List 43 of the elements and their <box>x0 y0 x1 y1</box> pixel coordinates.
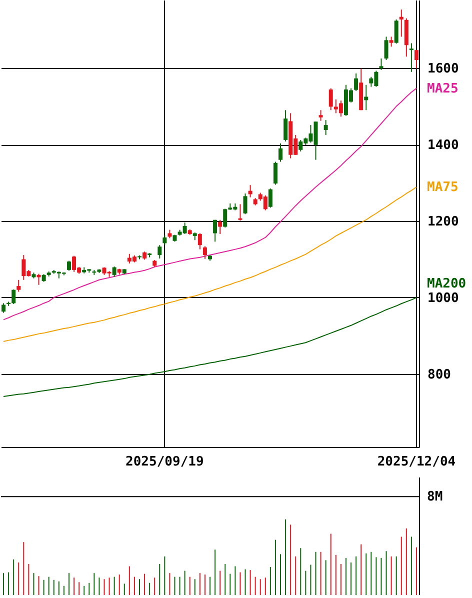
candlestick <box>384 36 388 61</box>
candlestick <box>389 36 394 48</box>
x-tick-label: 2025/12/04 <box>377 454 456 470</box>
candlestick <box>213 219 218 242</box>
y-tick-label: 1000 <box>428 290 459 306</box>
candlestick <box>268 188 272 208</box>
candlestick <box>379 58 384 70</box>
candlestick <box>2 302 6 314</box>
candlestick <box>284 110 288 142</box>
candlestick <box>158 244 162 259</box>
candlestick <box>66 260 71 272</box>
candlestick <box>328 88 333 111</box>
candlestick <box>364 84 368 111</box>
candlestick <box>399 9 404 38</box>
candlestick <box>112 266 116 278</box>
y-tick-label: 1200 <box>428 214 459 230</box>
candlestick <box>324 120 328 136</box>
candlestick <box>243 192 248 215</box>
candlestick <box>409 42 414 72</box>
candlestick <box>278 142 283 162</box>
candlestick <box>12 288 16 304</box>
x-tick-label: 2025/09/19 <box>126 454 204 470</box>
candlestick <box>414 50 418 69</box>
candlestick <box>273 161 278 186</box>
candlestick <box>394 19 398 44</box>
candlestick <box>16 279 21 292</box>
candlestick <box>198 232 202 250</box>
candlestick <box>238 204 242 222</box>
line-series <box>3 296 417 398</box>
y-tick-label: 1400 <box>428 138 459 154</box>
series-label: MA75 <box>427 180 458 195</box>
candlestick <box>354 72 358 92</box>
line-series <box>3 186 417 342</box>
y-tick-label: 800 <box>428 367 452 382</box>
series-label: MA200 <box>427 276 466 292</box>
candlestick <box>202 246 207 260</box>
candlestick <box>318 110 323 122</box>
candlestick <box>218 219 222 235</box>
y-tick-label: 1600 <box>428 62 459 77</box>
series-label: MA25 <box>427 81 458 96</box>
line-series <box>3 88 417 320</box>
candlestick <box>162 234 167 246</box>
ref-line-label: 8M <box>427 490 443 505</box>
